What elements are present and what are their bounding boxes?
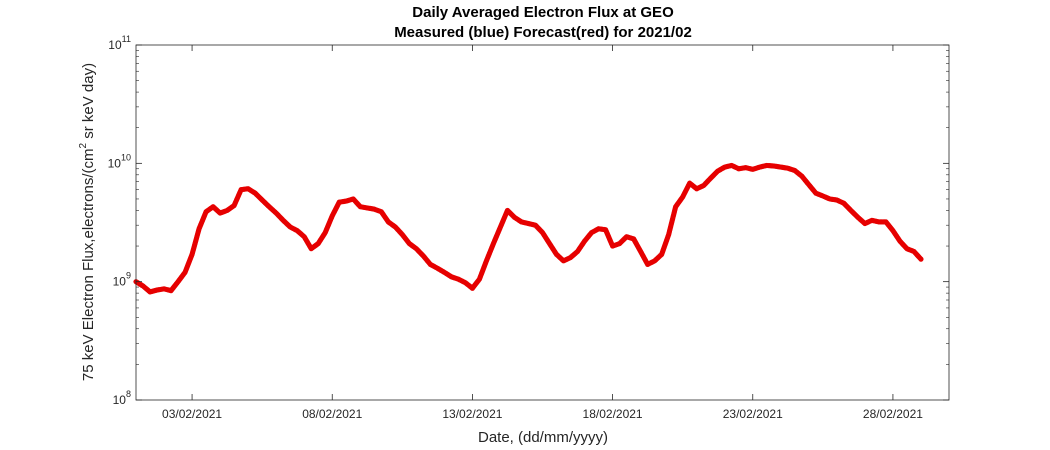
y-axis-label: 75 keV Electron Flux,electrons/(cm2 sr k…	[78, 63, 97, 381]
y-tick-exponent: 9	[126, 271, 131, 281]
data-points	[133, 162, 924, 295]
y-tick-label: 1010	[108, 152, 131, 170]
y-tick-exponent: 11	[122, 34, 131, 44]
x-tick-label: 03/02/2021	[162, 407, 222, 421]
chart-title: Daily Averaged Electron Flux at GEO	[412, 4, 674, 21]
y-tick-label: 1011	[108, 34, 131, 52]
y-tick-base: 10	[108, 156, 122, 170]
x-axis-label: Date, (dd/mm/yyyy)	[478, 429, 608, 446]
x-axis-ticks: 03/02/2021 08/02/2021 13/02/2021 18/02/2021…	[162, 45, 923, 421]
y-tick-exponent: 8	[126, 389, 131, 399]
y-tick-label: 109	[113, 271, 131, 289]
y-tick-label: 108	[113, 389, 131, 407]
x-tick-label: 18/02/2021	[583, 407, 643, 421]
data-point	[918, 256, 924, 262]
y-tick-exponent: 10	[121, 152, 131, 162]
x-tick-label: 28/02/2021	[863, 407, 923, 421]
x-tick-label: 08/02/2021	[302, 407, 362, 421]
y-tick-base: 10	[113, 275, 127, 289]
y-axis-label-tail: sr keV day)	[80, 63, 97, 143]
y-tick-base: 10	[113, 393, 127, 407]
y-axis-label-main: 75 keV Electron Flux,electrons/(cm	[80, 149, 97, 382]
x-tick-label: 23/02/2021	[723, 407, 783, 421]
y-tick-base: 10	[108, 38, 122, 52]
chart-subtitle: Measured (blue) Forecast(red) for 2021/0…	[394, 24, 692, 41]
plot-frame	[135, 44, 950, 401]
y-axis-label-sup: 2	[78, 143, 89, 149]
x-tick-label: 13/02/2021	[442, 407, 502, 421]
plot-border	[135, 44, 950, 401]
